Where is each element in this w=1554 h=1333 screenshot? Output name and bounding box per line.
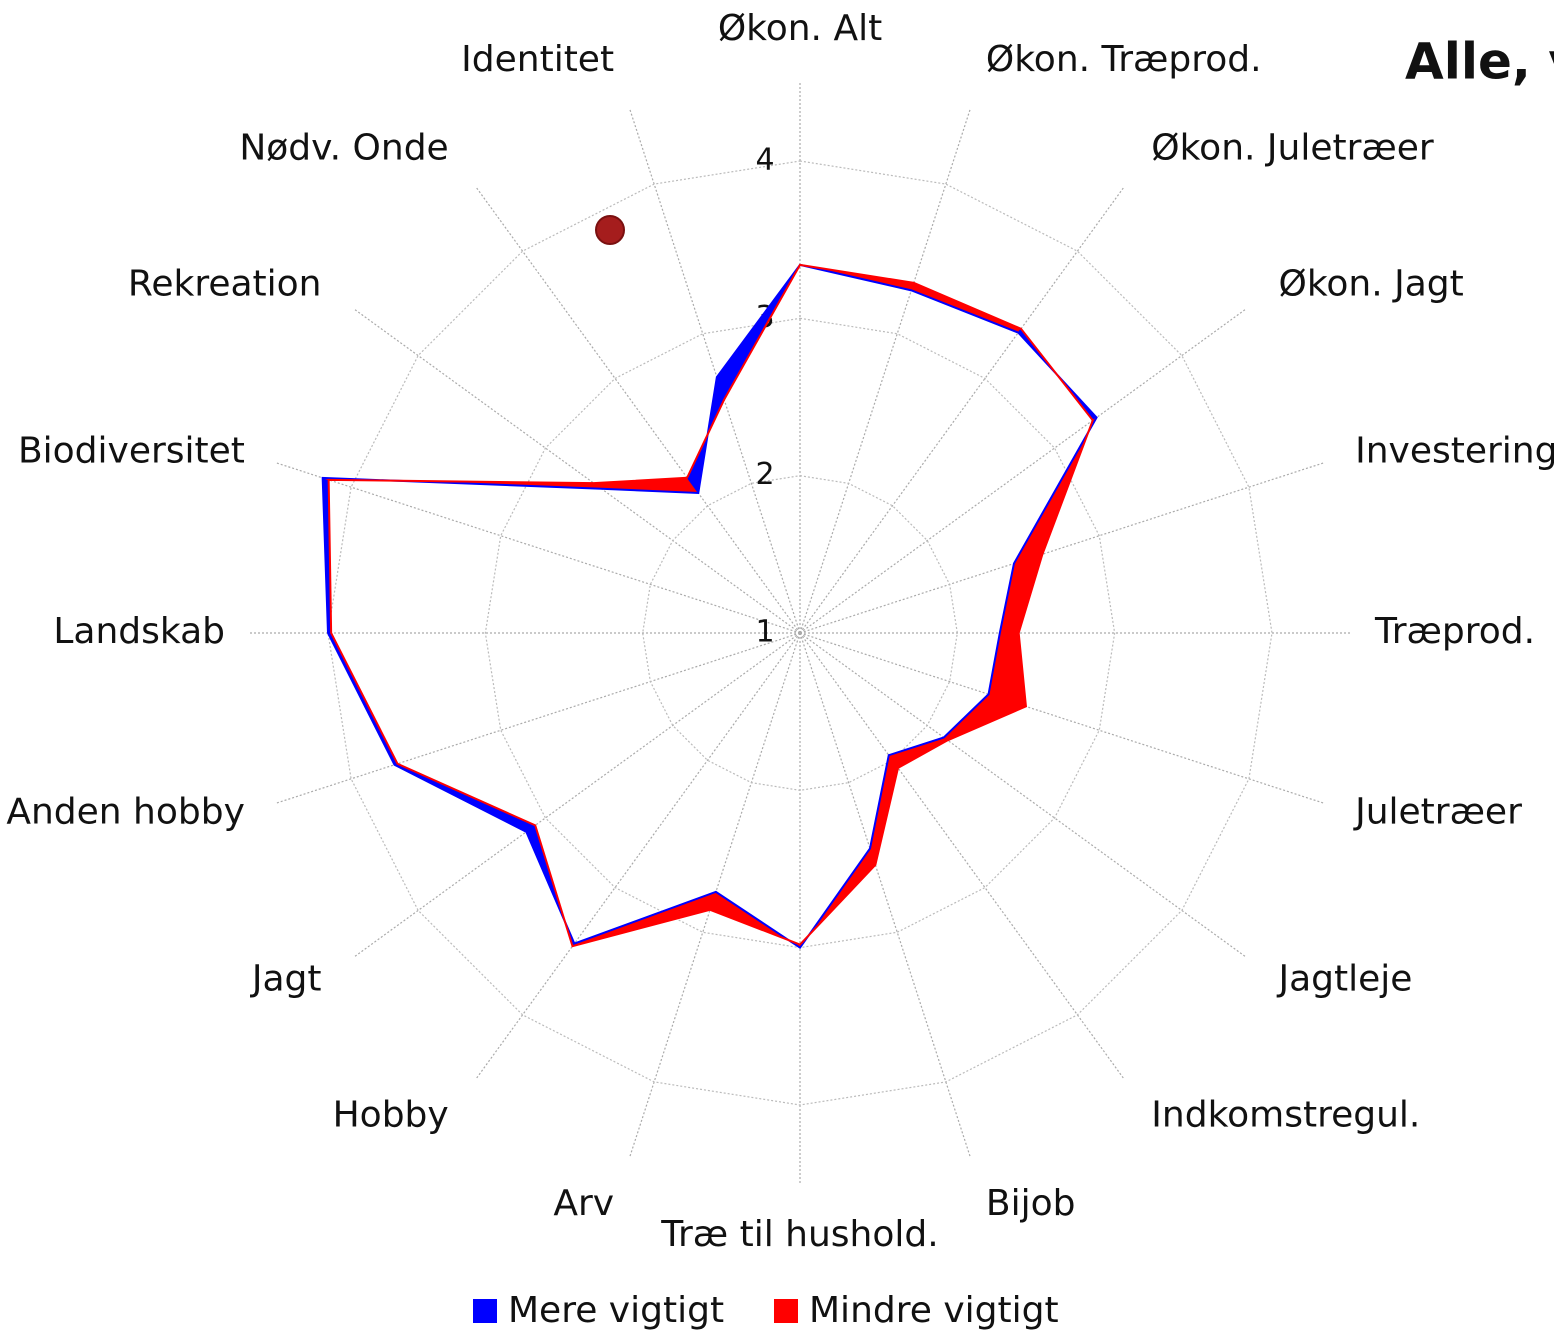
- spoke: [799, 632, 1326, 805]
- spoke: [799, 632, 972, 1159]
- y-tick-label: 2: [755, 457, 774, 492]
- spoke: [799, 308, 1247, 634]
- category-label: Landskab: [53, 611, 225, 652]
- legend-swatch: [473, 1299, 497, 1323]
- spoke: [799, 461, 1326, 634]
- spoke: [799, 186, 1125, 634]
- category-label: Identitet: [461, 39, 614, 80]
- spoke: [274, 461, 801, 634]
- difference-band: [910, 282, 1022, 334]
- category-label: Økon. Træprod.: [986, 39, 1262, 80]
- difference-band: [686, 377, 725, 495]
- category-label: Jagtleje: [1276, 959, 1412, 1000]
- category-label: Jagt: [250, 959, 322, 1000]
- legend-label: Mere vigtigt: [508, 1290, 724, 1331]
- category-label: Rekreation: [128, 263, 322, 304]
- legend-label: Mindre vigtigt: [809, 1290, 1059, 1331]
- category-label: Hobby: [333, 1095, 449, 1136]
- category-label: Træ til hushold.: [660, 1214, 938, 1255]
- category-label: Juletræer: [1353, 791, 1522, 832]
- spoke: [475, 186, 801, 634]
- spoke: [799, 632, 1247, 958]
- series-line: [327, 263, 1094, 948]
- category-label: Økon. Jagt: [1278, 263, 1463, 304]
- spoke: [799, 107, 972, 634]
- chart-title: Alle, v: [1405, 33, 1554, 91]
- spoke: [353, 308, 801, 634]
- difference-band: [869, 754, 899, 867]
- category-label: Arv: [553, 1183, 614, 1224]
- spoke: [475, 632, 801, 1080]
- spoke: [353, 632, 801, 958]
- category-label: Anden hobby: [6, 791, 245, 832]
- category-label: Biodiversitet: [18, 431, 245, 472]
- category-label: Investering: [1355, 431, 1554, 472]
- category-label: Indkomstregul.: [1151, 1095, 1420, 1136]
- category-label: Økon. Alt: [718, 8, 882, 49]
- category-label: Bijob: [986, 1183, 1076, 1224]
- grid-ring: [327, 160, 1273, 1106]
- marker-dot: [595, 215, 625, 245]
- category-label: Træprod.: [1374, 611, 1535, 652]
- spoke: [274, 632, 801, 805]
- category-label: Nødv. Onde: [239, 127, 448, 168]
- category-label: Økon. Juletræer: [1151, 127, 1434, 168]
- difference-band: [393, 763, 537, 833]
- spoke: [799, 632, 1125, 1080]
- y-tick-label: 4: [755, 143, 774, 178]
- grid-ring: [642, 475, 958, 791]
- y-tick-label: 1: [755, 615, 774, 650]
- spoke: [628, 107, 801, 634]
- series-line: [321, 263, 1098, 950]
- legend-swatch: [774, 1299, 798, 1323]
